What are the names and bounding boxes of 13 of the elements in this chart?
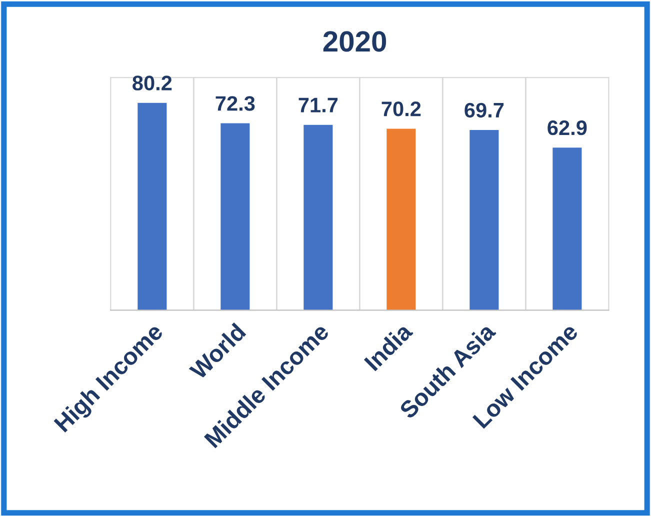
data-label: 71.7 <box>298 98 338 112</box>
data-label: 72.3 <box>216 96 255 111</box>
bar <box>386 128 416 310</box>
chart-title: 2020 <box>323 31 386 52</box>
data-label: 69.7 <box>464 102 504 118</box>
bar <box>138 102 167 310</box>
bar <box>552 148 582 310</box>
data-label: 80.2 <box>132 76 172 90</box>
bar <box>304 124 333 310</box>
bar <box>470 130 499 310</box>
data-label: 62.9 <box>548 120 587 136</box>
data-label: 70.2 <box>382 102 421 116</box>
bar <box>220 123 250 310</box>
